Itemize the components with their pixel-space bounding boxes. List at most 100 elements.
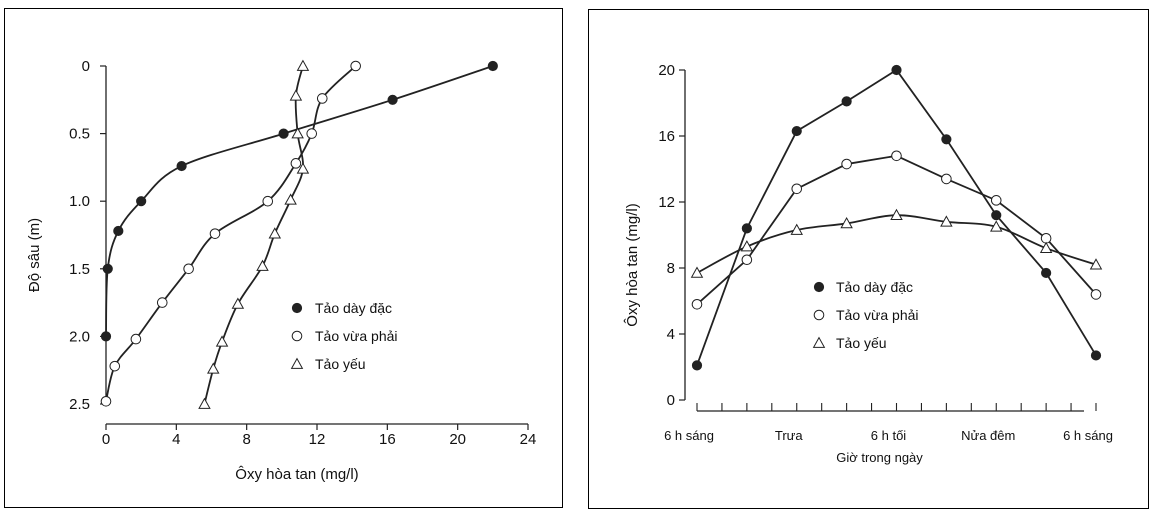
- data-point: [291, 127, 304, 139]
- data-point: [840, 217, 853, 229]
- data-point: [790, 223, 803, 235]
- y-axis-label: Độ sâu (m): [26, 218, 43, 292]
- legend-marker: [813, 309, 825, 321]
- y-tick-label: 20: [658, 62, 675, 79]
- data-point: [207, 362, 220, 374]
- data-point: [316, 93, 328, 104]
- y-tick-label: 1.5: [69, 261, 90, 278]
- data-point: [278, 128, 289, 139]
- x-tick-label: 20: [449, 431, 466, 448]
- x-tick-label: 6 h sáng: [1063, 428, 1113, 443]
- data-point: [990, 220, 1003, 232]
- data-point: [231, 297, 245, 309]
- y-tick-label: 8: [667, 260, 675, 277]
- legend-label: Tảo yếu: [836, 335, 887, 351]
- data-point: [791, 183, 803, 195]
- data-point: [268, 227, 282, 239]
- data-point: [941, 134, 952, 145]
- data-point: [296, 162, 310, 174]
- data-point: [136, 196, 147, 207]
- data-point: [841, 158, 852, 170]
- data-point: [1090, 350, 1102, 361]
- data-point: [990, 195, 1002, 206]
- data-point: [1039, 241, 1053, 254]
- data-point: [741, 254, 753, 266]
- x-tick-label: 24: [520, 431, 537, 448]
- daily-chart-panel: 0 4 8 12 16 20 6 h sáng Trưa 6 h tối Nửa đêm 6 h s…: [588, 9, 1149, 509]
- data-point: [940, 215, 953, 227]
- data-point: [183, 263, 194, 275]
- legend-label: Tảo vừa phải: [315, 328, 398, 344]
- x-tick-label: Trưa: [775, 428, 803, 443]
- series-line: [105, 65, 494, 337]
- y-tick-label: 12: [658, 194, 675, 211]
- x-tick-label: 6 h tối: [871, 428, 907, 443]
- legend-marker: [290, 357, 304, 369]
- x-tick-label: 4: [172, 431, 180, 448]
- data-point: [740, 240, 754, 252]
- data-point: [1041, 267, 1052, 279]
- y-tick-label: 0: [667, 392, 675, 409]
- x-tick-label: 16: [379, 431, 396, 448]
- y-tick-label: 0.5: [69, 126, 90, 143]
- data-point: [100, 395, 112, 407]
- data-point: [156, 297, 168, 308]
- data-point: [791, 125, 802, 137]
- series-line: [105, 65, 357, 402]
- x-tick-label: 12: [309, 431, 326, 448]
- daily-chart: 0 4 8 12 16 20 6 h sáng Trưa 6 h tối Nửa đêm 6 h s…: [624, 62, 1113, 465]
- y-tick-label: 4: [667, 326, 675, 343]
- depth-chart: 0 4 8 12 16 20 24 0 0.5 1.0 1.5 2.0 2.5 Ôxy hòa tan (…: [26, 58, 537, 483]
- legend-marker: [812, 336, 826, 348]
- data-point: [941, 173, 952, 185]
- data-point: [296, 59, 310, 71]
- x-axis-label: Ôxy hòa tan (mg/l): [235, 466, 358, 483]
- data-point: [215, 335, 229, 347]
- data-point: [209, 228, 221, 239]
- y-tick-label: 2.5: [69, 396, 90, 413]
- data-point: [487, 60, 498, 72]
- data-point: [100, 331, 112, 342]
- data-point: [691, 299, 703, 310]
- x-tick-label: Nửa đêm: [961, 428, 1015, 443]
- legend-label: Tảo yếu: [315, 356, 366, 372]
- legend-marker: [813, 281, 825, 293]
- legend-label: Tảo dày đặc: [836, 279, 913, 295]
- data-point: [262, 195, 274, 207]
- data-point: [891, 64, 902, 76]
- data-point: [102, 263, 113, 274]
- data-point: [691, 360, 703, 371]
- data-point: [841, 96, 852, 107]
- x-tick-label: 8: [242, 431, 250, 448]
- data-point: [350, 60, 361, 72]
- data-point: [113, 225, 124, 237]
- data-point: [109, 360, 121, 372]
- data-point: [1090, 289, 1102, 300]
- legend-marker: [291, 330, 303, 342]
- y-tick-label: 16: [658, 128, 675, 145]
- data-point: [130, 333, 142, 345]
- data-point: [290, 158, 302, 169]
- x-tick-label: 0: [102, 431, 110, 448]
- legend-label: Tảo vừa phải: [836, 307, 919, 323]
- data-point: [289, 89, 303, 101]
- data-point: [284, 193, 297, 205]
- data-point: [690, 266, 704, 278]
- data-point: [256, 259, 269, 271]
- legend-label: Tảo dày đặc: [315, 300, 392, 316]
- legend-marker: [291, 302, 303, 314]
- data-point: [741, 223, 752, 234]
- y-tick-label: 2.0: [69, 328, 90, 345]
- data-point: [176, 160, 187, 172]
- data-point: [991, 210, 1002, 221]
- data-point: [306, 128, 318, 139]
- y-tick-label: 1.0: [69, 193, 90, 210]
- data-point: [891, 150, 902, 162]
- x-axis-label: Giờ trong ngày: [836, 450, 923, 465]
- data-point: [387, 94, 398, 105]
- y-tick-label: 0: [82, 58, 90, 75]
- y-axis-label: Ôxy hòa tan (mg/l): [624, 203, 641, 326]
- depth-chart-panel: 0 4 8 12 16 20 24 0 0.5 1.0 1.5 2.0 2.5 Ôxy hòa tan (…: [4, 8, 563, 508]
- data-point: [890, 208, 903, 221]
- data-point: [1040, 233, 1052, 244]
